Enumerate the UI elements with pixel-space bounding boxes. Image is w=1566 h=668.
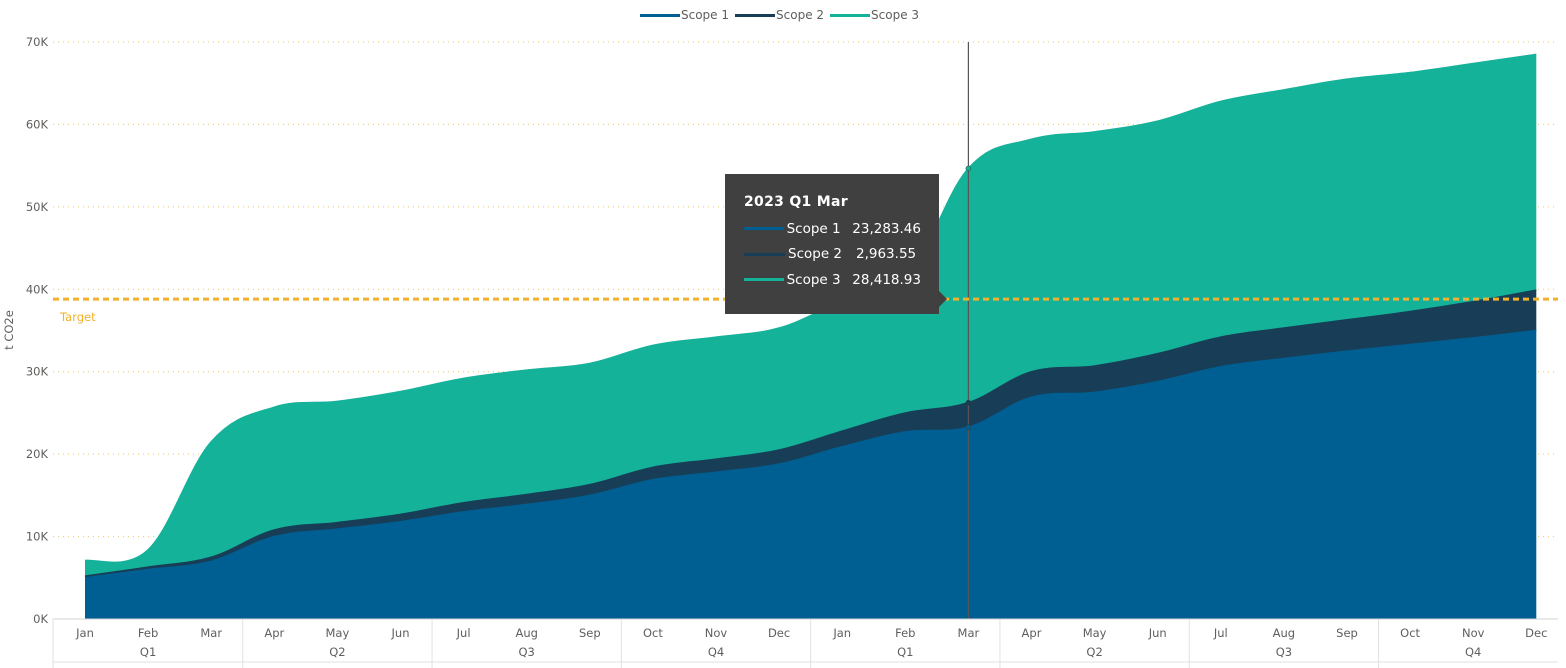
y-tick-label: 60K [26, 117, 49, 131]
x-tick-label: Nov [1462, 626, 1485, 640]
tooltip-value-scope-2: 2,963.55 [856, 246, 917, 263]
tooltip-value-scope-1: 23,283.46 [852, 220, 921, 237]
x-tick-label: May [1083, 626, 1107, 640]
x-tick-label: Jul [1213, 626, 1228, 640]
y-tick-label: 50K [26, 200, 49, 214]
x-tick-label: Aug [1273, 626, 1295, 640]
legend-item-scope-3[interactable]: Scope 3 [830, 8, 919, 22]
x-tick-label: May [326, 626, 350, 640]
quarter-label: Q3 [1276, 645, 1292, 659]
x-tick-label: Jul [456, 626, 471, 640]
x-tick-label: Feb [895, 626, 915, 640]
quarter-label: Q4 [708, 645, 724, 659]
x-tick-label: Oct [643, 626, 663, 640]
x-tick-label: Jun [1148, 626, 1167, 640]
tooltip-row-scope-2: Scope 2 2,963.55 [744, 242, 921, 268]
x-tick-label: Mar [958, 626, 980, 640]
area-scope-3 [85, 54, 1537, 577]
x-tick-label: Aug [515, 626, 537, 640]
x-tick-label: Jun [391, 626, 410, 640]
x-tick-label: Feb [138, 626, 158, 640]
x-tick-label: Dec [768, 626, 790, 640]
tooltip-value-scope-3: 28,418.93 [852, 271, 921, 288]
y-tick-label: 0K [33, 612, 48, 626]
target-label: Target [59, 310, 96, 324]
x-tick-label: Mar [200, 626, 222, 640]
quarter-label: Q1 [140, 645, 156, 659]
x-tick-label: Dec [1525, 626, 1547, 640]
x-tick-label: Nov [705, 626, 728, 640]
tooltip-row-scope-3: Scope 3 28,418.93 [744, 267, 921, 293]
y-tick-label: 10K [26, 530, 49, 544]
quarter-label: Q4 [1465, 645, 1481, 659]
legend-label-scope-2: Scope 2 [776, 8, 825, 22]
legend-swatch-scope-2 [735, 13, 776, 17]
legend-label-scope-1: Scope 1 [681, 8, 730, 22]
line-scope-2 [84, 289, 1537, 577]
x-tick-label: Jan [832, 626, 851, 640]
legend: Scope 1 Scope 2 Scope 3 [640, 6, 925, 24]
area-scope-1 [85, 330, 1537, 619]
tooltip-name-scope-3: Scope 3 [786, 271, 841, 288]
line-scope-3 [84, 53, 1537, 564]
y-tick-label: 70K [26, 35, 49, 49]
tooltip-swatch-scope-2 [744, 252, 785, 256]
x-tick-label: Sep [579, 626, 601, 640]
tooltip-row-scope-1: Scope 1 23,283.46 [744, 216, 921, 242]
y-tick-label: 40K [26, 282, 49, 296]
tooltip-title: 2023 Q1 Mar [744, 194, 848, 210]
legend-label-scope-3: Scope 3 [871, 8, 920, 22]
x-tick-label: Sep [1336, 626, 1358, 640]
x-tick-label: Jan [75, 626, 94, 640]
x-tick-label: Apr [264, 626, 284, 640]
quarter-label: Q3 [519, 645, 535, 659]
legend-swatch-scope-1 [640, 13, 680, 17]
tooltip-name-scope-1: Scope 1 [786, 220, 841, 237]
tooltip-swatch-scope-3 [744, 278, 784, 282]
tooltip-swatch-scope-1 [744, 227, 784, 231]
tooltip: 2023 Q1 Mar Scope 1 23,283.46 Scope 2 2,… [725, 174, 947, 314]
quarter-label: Q2 [1086, 645, 1102, 659]
legend-swatch-scope-3 [830, 13, 871, 17]
quarter-label: Q1 [897, 645, 913, 659]
tooltip-name-scope-2: Scope 2 [788, 246, 843, 263]
y-tick-label: 20K [26, 447, 49, 461]
legend-item-scope-2[interactable]: Scope 2 [735, 8, 824, 22]
marker-scope-3 [965, 165, 972, 172]
line-scope-1 [84, 329, 1537, 579]
x-tick-label: Oct [1400, 626, 1420, 640]
legend-item-scope-1[interactable]: Scope 1 [640, 8, 729, 22]
quarter-label: Q2 [329, 645, 345, 659]
y-axis-title: t CO2e [2, 310, 16, 350]
y-tick-label: 30K [26, 365, 49, 379]
marker-scope-1 [965, 424, 972, 430]
x-tick-label: Apr [1022, 626, 1042, 640]
marker-scope-2 [965, 399, 972, 406]
